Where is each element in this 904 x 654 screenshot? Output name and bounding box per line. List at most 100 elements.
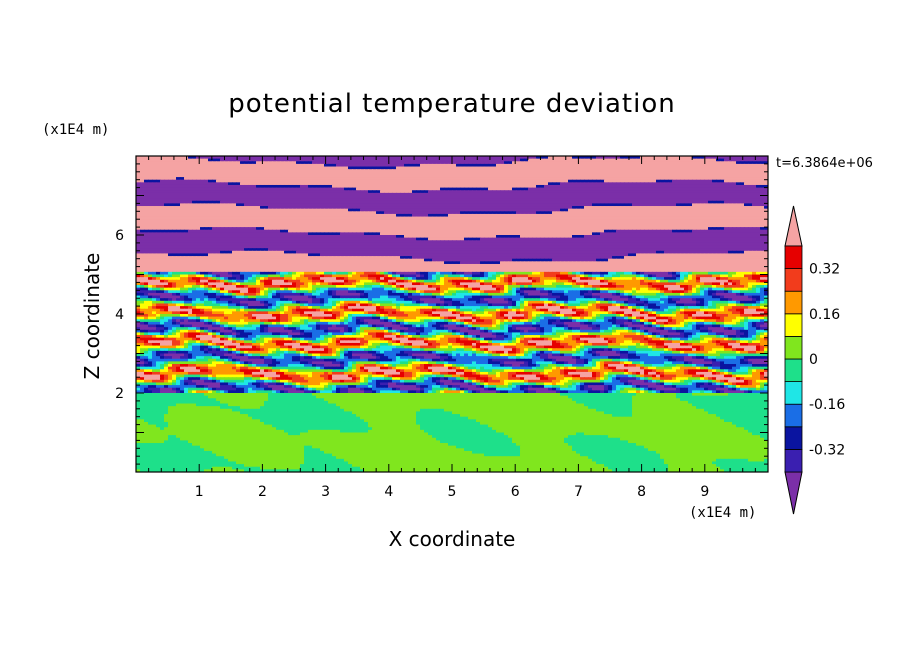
contour-cell xyxy=(424,211,429,215)
contour-cell xyxy=(160,158,165,162)
contour-cell xyxy=(572,229,577,233)
contour-cell xyxy=(732,213,737,218)
contour-cell xyxy=(580,156,585,160)
contour-cell xyxy=(520,198,525,202)
contour-cell xyxy=(536,177,541,181)
contour-cell xyxy=(512,166,517,170)
contour-cell xyxy=(460,200,465,204)
contour-cell xyxy=(308,184,313,189)
contour-cell xyxy=(196,166,201,170)
contour-cell xyxy=(676,200,681,204)
contour-cell xyxy=(428,169,433,173)
contour-cell xyxy=(396,158,401,162)
contour-cell xyxy=(548,208,553,212)
contour-cell xyxy=(556,161,561,165)
contour-cell xyxy=(492,158,497,162)
contour-cell xyxy=(500,224,505,228)
contour-cell xyxy=(200,224,205,228)
contour-cell xyxy=(188,211,193,215)
contour-cell xyxy=(348,174,353,178)
contour-cell xyxy=(524,177,529,181)
contour-cell xyxy=(636,211,641,215)
contour-cell xyxy=(268,158,273,162)
contour-cell xyxy=(424,213,429,218)
contour-cell xyxy=(180,200,185,204)
contour-cell xyxy=(572,177,577,181)
contour-cell xyxy=(208,216,213,220)
contour-cell xyxy=(180,221,185,226)
contour-cell xyxy=(184,182,189,186)
contour-cell xyxy=(728,200,733,204)
contour-cell xyxy=(604,182,609,186)
contour-cell xyxy=(764,221,768,226)
contour-cell xyxy=(248,235,253,239)
contour-cell xyxy=(444,171,449,176)
contour-cell xyxy=(588,208,593,212)
contour-cell xyxy=(428,171,433,176)
contour-cell xyxy=(240,166,245,170)
contour-cell xyxy=(504,192,509,197)
contour-cell xyxy=(380,187,385,191)
contour-cell xyxy=(508,208,513,212)
contour-cell xyxy=(140,161,145,165)
contour-cell xyxy=(664,177,669,181)
contour-cell xyxy=(440,158,445,162)
contour-cell xyxy=(708,169,713,173)
contour-cell xyxy=(540,227,545,231)
contour-cell xyxy=(712,198,717,202)
contour-cell xyxy=(732,206,737,210)
contour-cell xyxy=(508,232,513,236)
contour-cell xyxy=(160,195,165,199)
contour-cell xyxy=(720,195,725,199)
contour-cell xyxy=(368,169,373,173)
contour-cell xyxy=(560,213,565,218)
contour-cell xyxy=(396,179,401,183)
contour-cell xyxy=(416,171,421,176)
contour-cell xyxy=(548,179,553,183)
contour-cell xyxy=(188,156,193,160)
contour-cell xyxy=(532,229,537,233)
contour-cell xyxy=(392,179,397,183)
contour-cell xyxy=(620,229,625,233)
contour-cell xyxy=(332,206,337,210)
contour-cell xyxy=(232,195,237,199)
contour-cell xyxy=(524,187,529,191)
contour-cell xyxy=(232,229,237,233)
contour-cell xyxy=(480,158,485,162)
contour-cell xyxy=(476,229,481,233)
contour-cell xyxy=(372,171,377,176)
contour-cell xyxy=(684,161,689,165)
contour-cell xyxy=(300,200,305,204)
contour-cell xyxy=(412,216,417,220)
contour-cell xyxy=(468,208,473,212)
contour-cell xyxy=(504,174,509,178)
contour-cell xyxy=(148,229,153,233)
contour-cell xyxy=(172,169,177,173)
contour-cell xyxy=(184,163,189,168)
contour-cell xyxy=(692,174,697,178)
contour-cell xyxy=(632,232,637,236)
contour-cell xyxy=(252,158,257,162)
contour-cell xyxy=(492,169,497,173)
contour-cell xyxy=(164,163,169,168)
contour-cell xyxy=(672,161,677,165)
contour-cell xyxy=(136,158,141,162)
contour-cell xyxy=(380,206,385,210)
contour-cell xyxy=(364,206,369,210)
contour-cell xyxy=(452,227,457,231)
contour-cell xyxy=(428,163,433,168)
contour-cell xyxy=(404,208,409,212)
contour-cell xyxy=(192,195,197,199)
contour-cell xyxy=(404,179,409,183)
contour-cell xyxy=(248,237,253,241)
contour-cell xyxy=(604,171,609,176)
contour-cell xyxy=(480,219,485,223)
contour-cell xyxy=(692,206,697,210)
contour-cell xyxy=(448,227,453,231)
contour-cell xyxy=(652,206,657,210)
contour-cell xyxy=(636,177,641,181)
contour-cell xyxy=(232,158,237,162)
contour-cell xyxy=(340,229,345,233)
contour-cell xyxy=(328,192,333,197)
contour-cell xyxy=(540,174,545,178)
